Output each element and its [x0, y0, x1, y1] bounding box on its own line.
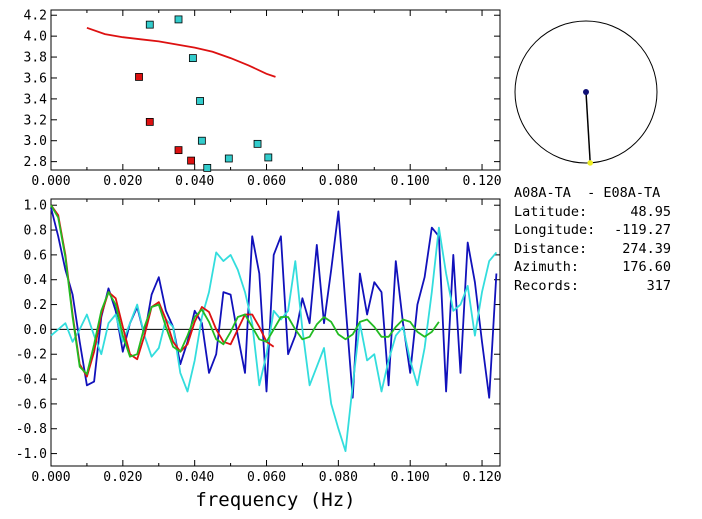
- bottom-xtick-label: 0.080: [319, 470, 358, 485]
- bottom-ytick-label: -0.6: [16, 397, 47, 412]
- bottom-ytick-label: -0.4: [16, 373, 47, 388]
- cyan-picks-point: [188, 54, 197, 63]
- bottom-xtick-label: 0.100: [391, 470, 430, 485]
- bottom-frame: [50, 198, 501, 467]
- top-ytick-label: 4.2: [24, 9, 47, 24]
- red-picks-point: [135, 73, 143, 81]
- bottom-ytick-label: 0.8: [24, 224, 47, 239]
- green-series: [50, 204, 440, 376]
- top-xtick-label: 0.020: [103, 174, 142, 189]
- cyan-picks-point: [197, 136, 206, 145]
- center-station-dot: [583, 89, 589, 95]
- records-value: 317: [646, 277, 671, 294]
- longitude-label: Longitude:: [514, 222, 596, 238]
- longitude-row: Longitude: -119.27: [514, 221, 671, 240]
- top-xtick-label: 0.040: [175, 174, 214, 189]
- records-label: Records:: [514, 277, 580, 294]
- end-station-dot: [587, 160, 594, 166]
- distance-row: Distance: 274.39: [514, 240, 671, 259]
- top-ytick-label: 4.0: [24, 30, 47, 45]
- azimuth-row: Azimuth: 176.60: [514, 258, 671, 277]
- bottom-xtick-label: 0.060: [247, 470, 286, 485]
- azimuth-circle: [514, 20, 658, 164]
- station-info-panel: A08A-TA - E08A-TA Latitude: 48.95 Longitu…: [514, 184, 671, 295]
- azimuth-circle-map: [514, 20, 658, 166]
- latitude-value: 48.95: [630, 203, 671, 220]
- station-pair-title: A08A-TA - E08A-TA: [514, 185, 661, 201]
- cyan-picks-point: [145, 20, 154, 29]
- group-velocity-plot: 0.000 0.020 0.040 0.060 0.080 0.100 0.120 2.8 3.…: [24, 9, 502, 189]
- distance-label: Distance:: [514, 240, 588, 257]
- bottom-ytick-label: -1.0: [16, 447, 47, 462]
- top-ytick-label: 2.8: [24, 155, 47, 170]
- top-xtick-label: 0.120: [462, 174, 501, 189]
- distance-value: 274.39: [622, 240, 671, 257]
- top-frame: [50, 9, 501, 171]
- cyan-picks-point: [174, 15, 183, 24]
- azimuth-label: Azimuth:: [514, 259, 580, 275]
- top-ytick-label: 3.6: [24, 71, 47, 86]
- longitude-value: -119.27: [614, 222, 671, 238]
- top-ytick-label: 3.0: [24, 134, 47, 149]
- bottom-ytick-label: 0.4: [24, 273, 48, 288]
- cyan-picks-point: [264, 153, 273, 162]
- correlation-spectrum-plot: 0.000 0.020 0.040 0.060 0.080 0.100 0.120 1.0 0.…: [16, 198, 502, 511]
- azimuth-line: [585, 91, 591, 163]
- red-picks-point: [174, 146, 183, 155]
- top-ytick-label: 3.4: [24, 92, 48, 107]
- bottom-ytick-label: -0.2: [16, 348, 47, 363]
- bottom-ytick-label: 0.2: [24, 298, 47, 313]
- red-picks-point: [145, 117, 154, 126]
- red-model-curve: [86, 26, 276, 78]
- azimuth-value: 176.60: [622, 259, 671, 275]
- latitude-row: Latitude: 48.95: [514, 203, 671, 222]
- bottom-xtick-label: 0.120: [462, 470, 501, 485]
- latitude-label: Latitude:: [514, 203, 588, 220]
- top-xtick-label: 0.100: [391, 174, 430, 189]
- cyan-picks-point: [253, 139, 262, 148]
- bottom-xtick-label: 0.040: [175, 470, 214, 485]
- bottom-xaxis-title: frequency (Hz): [195, 489, 355, 511]
- top-xtick-label: 0.000: [31, 174, 70, 189]
- cyan-picks-point: [224, 154, 233, 163]
- top-ytick-label: 3.8: [24, 51, 47, 66]
- bottom-ytick-label: 0.6: [24, 248, 47, 263]
- bottom-xtick-label: 0.020: [103, 470, 142, 485]
- top-xtick-label: 0.080: [319, 174, 358, 189]
- bottom-ytick-label: 0.0: [24, 323, 47, 338]
- cyan-picks-point: [203, 164, 212, 172]
- cyan-picks-point: [196, 97, 204, 105]
- top-xtick-label: 0.060: [247, 174, 286, 189]
- red-picks-point: [187, 156, 195, 165]
- bottom-ytick-label: -0.8: [16, 422, 47, 437]
- records-row: Records: 317: [514, 277, 671, 296]
- top-ytick-label: 3.2: [24, 113, 47, 128]
- bottom-xtick-label: 0.000: [31, 470, 70, 485]
- bottom-ytick-label: 1.0: [24, 199, 47, 214]
